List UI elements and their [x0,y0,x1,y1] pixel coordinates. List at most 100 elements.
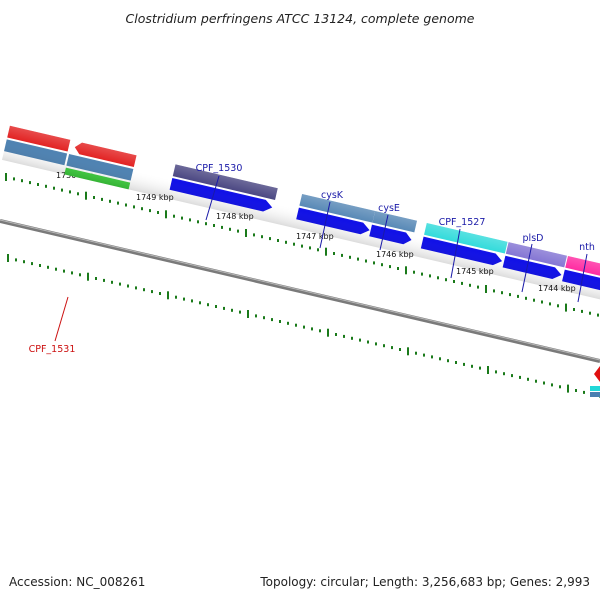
genome-backbone [0,219,600,363]
outer-tick-minor [21,179,23,183]
lower-tick-minor [79,273,81,277]
leader-cyse [379,214,389,251]
lower-tick-major [327,328,329,337]
lower-tick-minor [575,389,577,392]
lower-tick-minor [231,308,233,312]
lower-tick-minor [135,286,137,290]
lower-tick-major [567,384,569,393]
gene-label-cpf1531[interactable]: CPF_1531 [29,344,76,355]
lower-tick-minor [95,277,97,280]
outer-tick-minor [341,253,343,257]
lower-tick-minor [359,338,361,342]
leader-plsd [521,243,533,293]
kbp-label-1745: 1745 kbp [456,267,494,276]
lower-tick-minor [535,379,537,383]
gene-label-nth[interactable]: nth [579,242,595,253]
leader-nth [577,253,588,303]
leader-cpf1531 [54,296,69,342]
lower-tick-minor [311,327,313,331]
gene-red-right-edge[interactable] [594,366,600,382]
outer-tick-minor [533,298,535,302]
kbp-label-1746: 1746 kbp [376,250,414,259]
outer-tick-minor [581,309,583,313]
leader-cpf1527 [450,228,461,279]
lower-tick-minor [55,267,57,271]
kbp-label-1747: 1747 kbp [296,232,334,241]
kbp-label-1748: 1748 kbp [216,212,254,221]
outer-tick-minor [205,222,207,226]
outer-tick-minor [29,181,31,185]
lower-tick-major [7,254,9,262]
outer-tick-minor [525,296,527,300]
gene-label-cpf1527[interactable]: CPF_1527 [439,217,486,228]
outer-tick-minor [373,261,375,265]
outer-tick-major [405,266,407,275]
outer-tick-minor [221,225,223,229]
gene-label-plsd[interactable]: plsD [523,233,544,244]
outer-tick-minor [509,293,511,297]
lower-tick-minor [503,372,505,376]
outer-tick-major [245,229,247,237]
lower-tick-minor [351,336,353,340]
outer-tick-minor [13,177,15,181]
lower-tick-minor [215,305,217,308]
lower-tick-minor [151,290,153,294]
outer-tick-minor [301,244,303,248]
outer-tick-minor [157,211,159,214]
outer-tick-minor [333,252,335,255]
lower-tick-minor [383,344,385,348]
lower-tick-minor [191,299,193,303]
lower-tick-minor [255,314,257,318]
outer-tick-minor [309,246,311,250]
lower-tick-minor [31,262,33,266]
lower-tick-minor [495,370,497,374]
lower-tick-minor [223,306,225,310]
outer-tick-minor [213,224,215,227]
outer-tick-minor [69,190,71,194]
leader-cysk [319,201,331,249]
outer-tick-minor [173,214,175,218]
outer-tick-minor [365,259,367,263]
outer-tick-major [325,247,327,256]
lower-tick-row [7,254,600,398]
lower-tick-minor [391,346,393,350]
outer-tick-minor [357,257,359,261]
outer-tick-minor [229,227,231,231]
outer-tick-minor [557,304,559,308]
outer-tick-minor [61,188,63,192]
lower-tick-major [87,272,89,281]
gene-cyan-right-edge[interactable] [590,386,600,391]
outer-tick-major [565,303,567,312]
kbp-label-1744: 1744 kbp [538,284,576,293]
outer-tick-minor [197,220,199,224]
outer-tick-minor [477,285,479,289]
outer-tick-minor [285,240,287,244]
gene-steelblue-right-edge[interactable] [590,392,600,397]
lower-tick-minor [175,295,177,299]
lower-tick-minor [375,342,377,346]
outer-tick-minor [237,229,239,233]
lower-tick-minor [287,321,289,325]
gene-label-cysk[interactable]: cysK [321,190,344,201]
lower-tick-minor [279,320,281,323]
lower-tick-minor [479,366,481,370]
outer-tick-minor [573,308,575,311]
lower-tick-minor [183,297,185,301]
outer-tick-minor [101,197,103,201]
lower-tick-minor [343,334,345,338]
gene-label-cyse[interactable]: cysE [378,203,400,214]
outer-tick-minor [469,283,471,287]
outer-tick-minor [253,233,255,237]
gene-label-cpf1530[interactable]: CPF_1530 [196,163,243,174]
lower-tick-minor [71,271,73,275]
outer-tick-minor [349,255,351,259]
lower-tick-minor [103,278,105,282]
outer-tick-minor [397,267,399,270]
lower-tick-minor [47,265,49,269]
lower-tick-minor [271,318,273,322]
lower-tick-minor [543,381,545,385]
outer-tick-minor [293,242,295,246]
accession-text: Accession: NC_008261 [9,575,145,589]
lower-tick-minor [111,280,113,284]
outer-tick-minor [189,218,191,222]
